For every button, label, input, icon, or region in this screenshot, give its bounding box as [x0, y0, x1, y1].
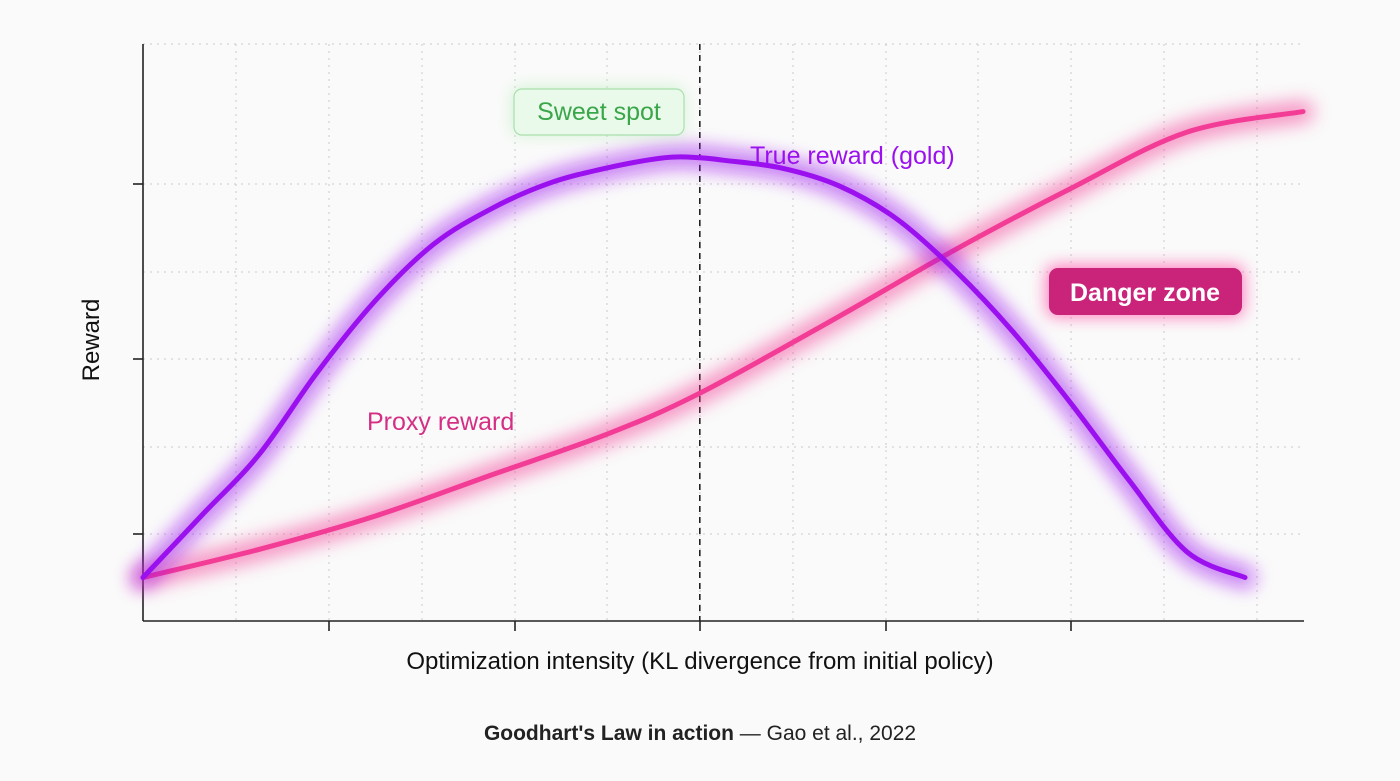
caption-source: — Gao et al., 2022 — [733, 722, 917, 745]
sweet-spot-annotation: Sweet spot — [512, 87, 685, 136]
sweet-spot-label: Sweet spot — [537, 98, 661, 126]
series — [132, 100, 1314, 589]
true-reward-glow — [132, 145, 1256, 589]
danger-zone-annotation: Danger zone — [1046, 265, 1244, 317]
caption-title: Goodhart's Law in action — [483, 722, 734, 745]
danger-zone-label: Danger zone — [1070, 279, 1220, 307]
true-reward-label: True reward (gold) — [750, 142, 955, 170]
y-axis-title: Reward — [78, 299, 105, 382]
danger-zone-box — [1049, 268, 1242, 315]
x-axis-title: Optimization intensity (KL divergence fr… — [406, 648, 993, 675]
proxy-reward-line — [140, 109, 1306, 580]
axes — [133, 44, 1304, 631]
figure-caption: Goodhart's Law in action — Gao et al., 2… — [0, 722, 1400, 746]
true-reward-line — [140, 154, 1248, 580]
proxy-reward-glow — [132, 100, 1314, 589]
sweet-spot-box — [513, 88, 685, 136]
proxy-reward-label: Proxy reward — [367, 408, 514, 436]
